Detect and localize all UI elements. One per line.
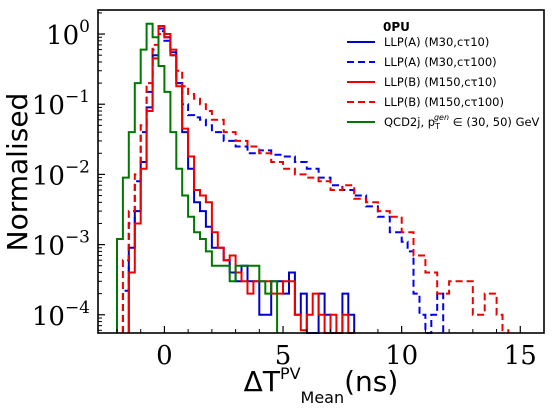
y-axis-label: Normalised	[1, 93, 34, 252]
series-layer	[116, 22, 510, 334]
x-tick-label: 5	[275, 341, 292, 371]
y-tick-label: 10−4	[32, 298, 90, 332]
x-axis-label-unit: (ns)	[344, 365, 398, 398]
ticks-layer: 0 5 10 15 10−4 10−3 10−2 10−1 100	[32, 12, 545, 371]
x-tick-label: 15	[504, 341, 537, 371]
x-axis-label-sup: PV	[280, 364, 301, 383]
y-tick-label: 100	[46, 17, 90, 51]
y-tick-label: 10−1	[32, 87, 90, 121]
legend-entry-label: LLP(A) (M30,cτ100)	[384, 55, 497, 69]
series-line-5	[116, 22, 279, 333]
y-tick-label: 10−2	[32, 157, 90, 191]
y-tick-label: 10−3	[32, 228, 90, 262]
legend-title: 0PU	[383, 20, 410, 34]
x-axis-label: ΔTPVMean(ns)	[244, 364, 399, 407]
plot-frame	[97, 9, 545, 334]
legend-entry-label: QCD2j, pTgen ∈ (30, 50) GeV	[384, 113, 540, 131]
x-tick-label: 0	[156, 341, 173, 371]
x-tick-label: 10	[385, 341, 418, 371]
x-axis-label-sub: Mean	[301, 388, 345, 407]
legend-entry-label: LLP(B) (M150,cτ100)	[384, 95, 504, 109]
x-axis-label-main: ΔT	[244, 365, 281, 398]
series-line-3	[127, 25, 355, 334]
legend-entry-label: LLP(A) (M30,cτ10)	[384, 35, 489, 49]
legend-entry-label: LLP(B) (M150,cτ10)	[384, 75, 497, 89]
series-line-4	[121, 33, 510, 333]
